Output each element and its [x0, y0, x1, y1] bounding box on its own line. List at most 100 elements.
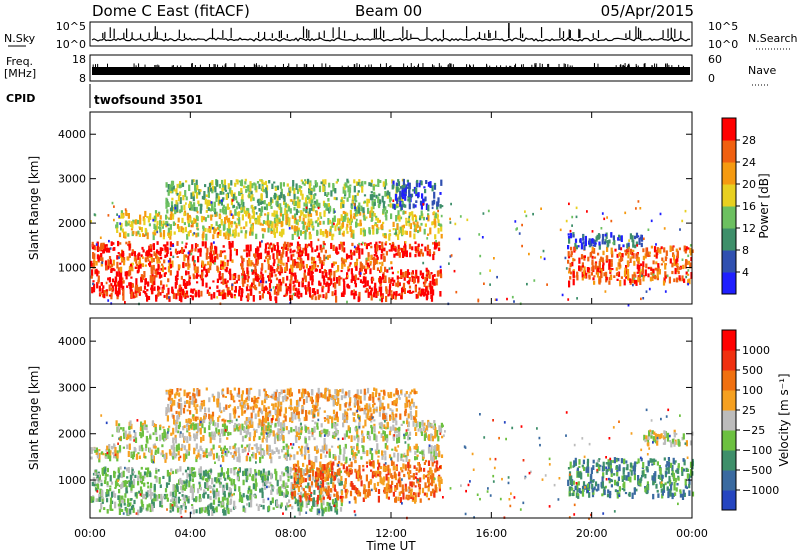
power-cell	[308, 243, 311, 247]
power-cell	[169, 251, 173, 257]
velocity-cell	[304, 485, 308, 489]
power-cell	[175, 293, 178, 300]
power-cell	[162, 230, 166, 237]
power-cell	[169, 184, 172, 192]
velocity-cell	[276, 488, 279, 495]
velocity-cell	[262, 472, 265, 479]
velocity-cell	[309, 508, 312, 512]
power-cell	[414, 246, 417, 251]
power-cell	[134, 289, 137, 295]
velocity-cell	[317, 485, 320, 490]
power-cell	[371, 225, 374, 230]
power-echo	[172, 255, 175, 259]
velocity-cell	[292, 483, 295, 489]
velocity-cell	[191, 491, 194, 499]
power-cell	[402, 203, 406, 208]
power-cell	[184, 190, 187, 197]
velocity-cell	[321, 494, 325, 498]
power-cell	[131, 283, 134, 288]
velocity-cell	[384, 450, 387, 456]
power-cell	[407, 280, 411, 285]
power-cell	[427, 291, 430, 295]
power-cell	[379, 180, 382, 183]
velocity-cell	[109, 455, 112, 462]
power-cell	[430, 286, 433, 293]
velocity-cell	[158, 494, 161, 499]
power-cell	[331, 233, 334, 241]
power-cell	[212, 280, 215, 283]
power-cell	[226, 203, 229, 210]
power-cell	[602, 250, 605, 256]
power-cell	[120, 213, 123, 219]
power-cell	[186, 213, 189, 221]
velocity-cell	[134, 474, 137, 478]
power-cell	[248, 289, 251, 292]
power-cell	[259, 252, 263, 260]
velocity-cell	[328, 502, 331, 507]
power-cell	[301, 263, 304, 268]
power-cell	[597, 233, 601, 240]
power-cell	[373, 193, 376, 198]
power-echo	[355, 218, 358, 222]
velocity-cell	[321, 469, 324, 476]
power-cell	[427, 181, 430, 187]
power-cell	[116, 281, 119, 287]
power-cell	[193, 202, 196, 207]
power-echo	[322, 262, 325, 265]
velocity-cell	[145, 491, 148, 496]
velocity-cell	[157, 447, 160, 454]
power-cell	[610, 232, 613, 238]
velocity-cell	[248, 502, 251, 508]
velocity-cell	[112, 490, 115, 497]
power-cell	[437, 241, 441, 247]
power-cell	[373, 286, 376, 294]
velocity-cell	[104, 472, 107, 477]
power-cell	[169, 230, 173, 236]
power-cell	[223, 292, 226, 299]
power-echo	[95, 243, 98, 246]
power-cell	[184, 226, 187, 233]
power-cell	[189, 229, 192, 233]
velocity-cell	[138, 490, 141, 494]
power-cell	[147, 249, 150, 257]
power-cell	[221, 273, 224, 279]
power-cell	[302, 247, 305, 254]
power-cell	[159, 232, 162, 238]
power-cell	[150, 245, 153, 253]
power-cell	[591, 261, 594, 265]
velocity-cell	[410, 490, 413, 497]
velocity-cell	[317, 472, 320, 478]
velocity-cell	[142, 475, 145, 481]
power-cell	[375, 228, 379, 235]
power-cell	[689, 262, 692, 269]
power-cell	[135, 293, 138, 298]
power-cell	[127, 233, 130, 237]
power-cell	[361, 180, 364, 187]
velocity-cell	[328, 496, 332, 501]
power-cell	[108, 256, 112, 259]
velocity-cell	[403, 473, 406, 478]
power-cell	[184, 282, 187, 289]
power-cell	[229, 221, 232, 225]
freq-trace-band	[92, 67, 690, 75]
velocity-cell	[132, 471, 135, 474]
velocity-cell	[185, 495, 188, 498]
power-cell	[316, 265, 319, 268]
power-cell	[118, 282, 121, 288]
power-cell	[293, 193, 296, 200]
power-cell	[593, 248, 596, 254]
velocity-cell	[229, 498, 233, 504]
velocity-cell	[101, 489, 104, 496]
power-cell	[626, 243, 629, 249]
power-cell	[122, 294, 125, 301]
velocity-cell	[158, 477, 161, 484]
velocity-cell	[133, 499, 136, 505]
power-cell	[288, 217, 291, 223]
power-cell	[93, 257, 96, 263]
power-cell	[650, 245, 653, 249]
velocity-cell	[217, 472, 220, 478]
power-cell	[317, 222, 320, 227]
power-cell	[405, 250, 408, 258]
power-cell	[227, 183, 230, 190]
